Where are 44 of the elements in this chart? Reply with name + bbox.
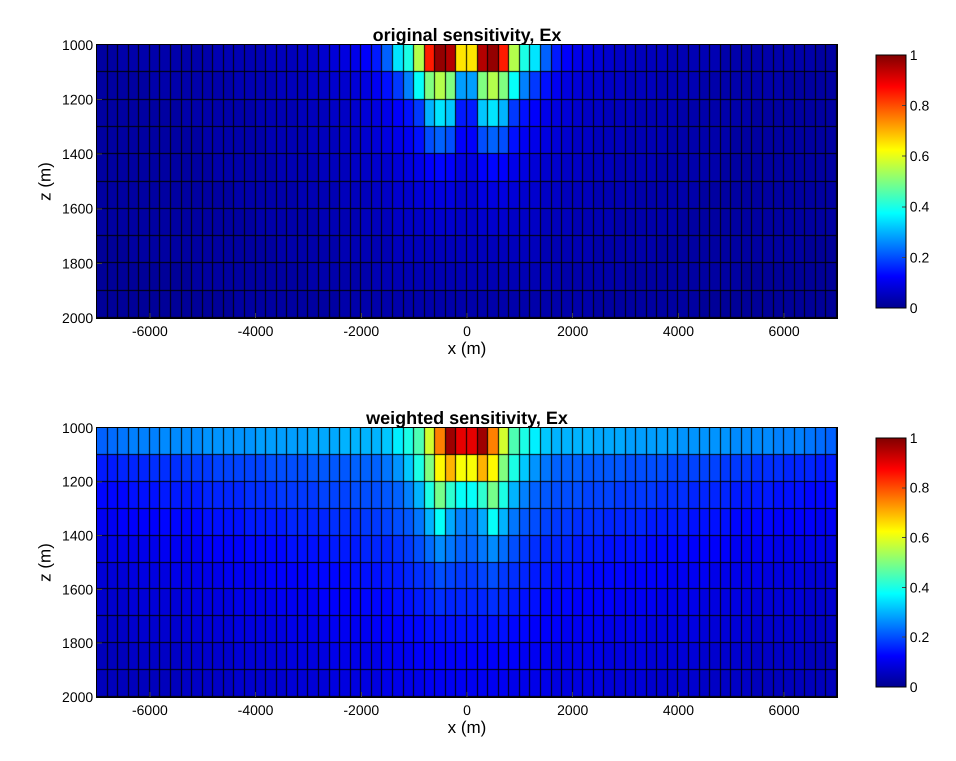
x-tick-label: -6000 [132,702,168,718]
x-tick-label: -4000 [238,702,274,718]
x-tick-label: -2000 [343,322,380,339]
y-tick-label: 1600 [62,581,94,598]
x-tick-label: 4000 [662,702,694,718]
color-bar-label: 0.2 [910,249,930,266]
color-bar-label: 0.8 [910,480,930,496]
y-axis-title: z (m) [36,162,55,201]
color-bar-label: 0.6 [910,530,930,546]
chart-title: original sensitivity, Ex [372,25,562,45]
x-axis-title: x (m) [448,339,486,358]
color-bar-label: 0.4 [910,579,930,596]
y-tick-label: 2000 [62,310,94,326]
x-axis-title: x (m) [448,718,486,738]
chart-title: weighted sensitivity, Ex [365,408,568,428]
y-tick-label: 1800 [62,255,94,272]
color-bar-label: 0 [910,300,918,316]
color-bar-label: 0.8 [910,98,930,114]
y-axis-title: z (m) [36,543,55,582]
color-bar-label: 1 [910,430,918,446]
y-tick-label: 1000 [62,420,94,436]
x-tick-label: -4000 [238,322,274,339]
y-tick-label: 1800 [62,635,94,652]
color-bar-label: 1 [910,46,918,63]
y-tick-label: 2000 [62,688,94,705]
x-tick-label: 6000 [768,322,800,339]
y-tick-label: 1400 [62,528,94,544]
x-tick-label: 2000 [557,702,588,718]
color-bar-label: 0 [910,678,918,695]
x-tick-label: -6000 [132,322,168,339]
x-tick-label: 4000 [662,322,694,339]
y-tick-label: 1600 [62,200,94,217]
color-bar-label: 0.2 [910,629,930,646]
y-tick-label: 1200 [62,474,94,490]
x-tick-label: 6000 [768,702,800,718]
y-tick-label: 1000 [62,36,94,53]
x-tick-label: 0 [463,702,472,718]
x-tick-label: -2000 [343,702,380,718]
y-tick-label: 1200 [62,92,94,108]
y-tick-label: 1400 [62,146,94,162]
x-tick-label: 2000 [557,322,588,339]
color-bar-label: 0.4 [910,198,930,215]
color-bar-label: 0.6 [910,148,930,164]
x-tick-label: 0 [463,322,472,339]
